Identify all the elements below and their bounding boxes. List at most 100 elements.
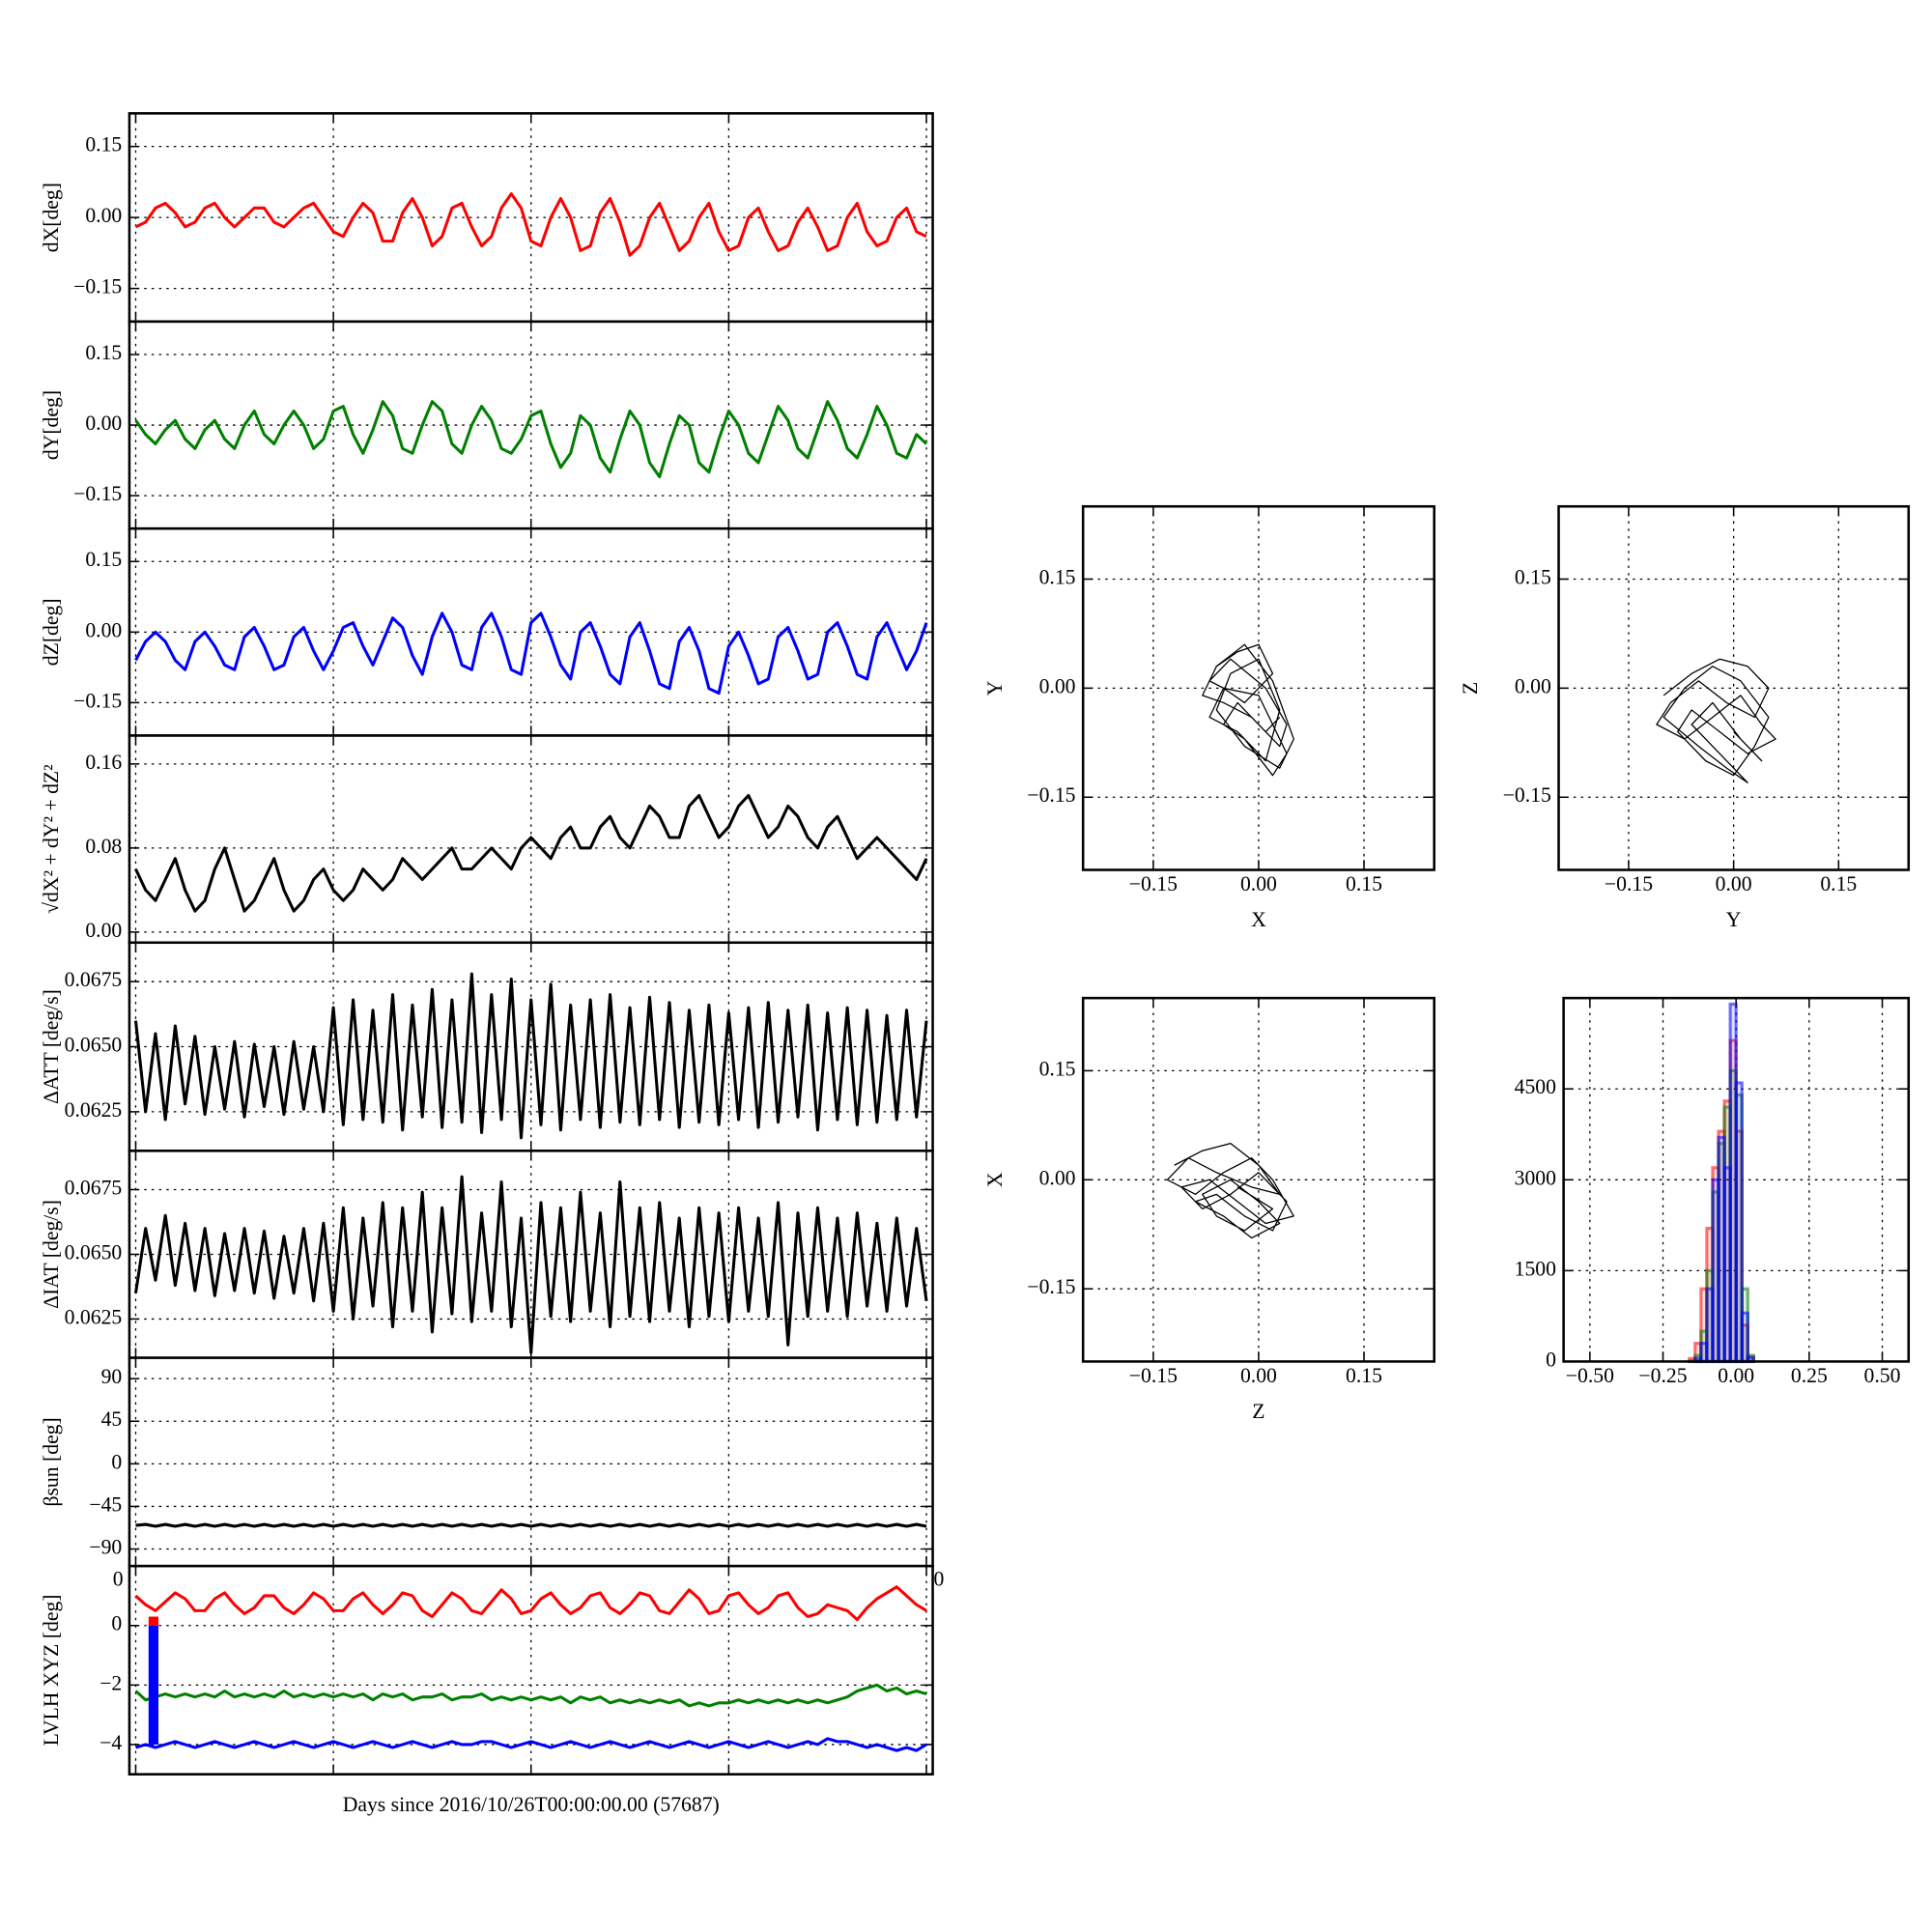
y-tick-label: 0.00 [85, 618, 122, 641]
series-line [1166, 1143, 1294, 1239]
y-tick-label: 0 [1546, 1348, 1556, 1371]
y-tick-label: 0.08 [85, 835, 122, 858]
y-tick-label: −0.15 [73, 482, 122, 505]
y-tick-label: 4500 [1515, 1075, 1557, 1098]
x-tick-label: −0.15 [1129, 872, 1178, 895]
series-line [135, 1522, 927, 1528]
y-tick-label: 0.15 [85, 548, 122, 571]
series-line [133, 972, 928, 1140]
y-axis-label: dX[deg] [40, 183, 63, 252]
x-tick-label: −0.50 [1566, 1364, 1614, 1387]
x-axis-label: Days since 2016/10/26T00:00:00.00 (57687… [343, 1793, 720, 1816]
y-axis-label: βsun [deg] [40, 1417, 63, 1506]
y-tick-label: 0.15 [85, 341, 122, 364]
x-axis-label: Y [1726, 908, 1742, 931]
y-tick-label: −0.15 [73, 275, 122, 298]
y-tick-label: −0.15 [1503, 783, 1551, 807]
series-line [134, 400, 928, 479]
y-tick-label: 3000 [1515, 1166, 1557, 1189]
panel: 0.16 0.08 0.00 √dX² + dY² + dZ² [40, 734, 934, 945]
x-tick-label: 0.15 [1346, 1364, 1382, 1387]
y-axis-label: dZ[deg] [40, 598, 63, 666]
y-tick-label: 0.00 [85, 204, 122, 227]
marker-bar [148, 1625, 158, 1745]
axes-frame [1081, 504, 1435, 871]
x-tick-label: 0.25 [1791, 1364, 1828, 1387]
y-tick-label: 0.15 [1039, 565, 1076, 588]
y-tick-label: 0.00 [85, 412, 122, 435]
y-tick-label: 0.0675 [65, 968, 123, 991]
x-tick-label: −0.25 [1638, 1364, 1687, 1387]
panel: 0 −2 −4 LVLH XYZ [deg] Days since 2016/10/26… [40, 1564, 945, 1816]
panel: −0.15 0.00 0.15 −0.15 0.00 0.15 X Z [983, 996, 1435, 1423]
annotation: 0 [934, 1567, 945, 1590]
panel: 0 1500 3000 4500 −0.50 −0.25 0.00 0.25 0.50 [1515, 996, 1911, 1387]
y-tick-label: 0.15 [1039, 1057, 1076, 1080]
y-axis-label: LVLH XYZ [deg] [40, 1595, 63, 1747]
axes-frame [1557, 504, 1911, 871]
x-tick-label: 0.15 [1820, 872, 1857, 895]
series-line [134, 611, 928, 696]
series-line [134, 1683, 927, 1708]
axes-frame [1562, 996, 1911, 1363]
y-axis-label: √dX² + dY² + dZ² [40, 764, 63, 914]
y-tick-label: 1500 [1515, 1257, 1557, 1280]
panel: 0.15 0.00 −0.15 dZ[deg] [40, 526, 934, 737]
panel: 0.15 0.00 −0.15 dX[deg] [40, 112, 934, 324]
y-axis-label: ΔIAT [deg/s] [40, 1200, 63, 1309]
y-tick-label: −0.15 [73, 689, 122, 712]
y-tick-label: −4 [99, 1731, 122, 1754]
y-tick-label: 45 [101, 1407, 123, 1431]
y-tick-label: −0.15 [1027, 783, 1075, 807]
y-axis-label: ΔATT [deg/s] [40, 989, 63, 1104]
y-tick-label: 0.0675 [65, 1176, 123, 1199]
series-line [1656, 658, 1776, 783]
y-tick-label: 0.0625 [65, 1305, 123, 1328]
y-tick-label: 0.00 [85, 919, 122, 942]
panel: 90 45 0 −45 −90 βsun [deg] [40, 1356, 934, 1568]
y-axis-label: X [983, 1172, 1007, 1187]
y-tick-label: 0.0650 [65, 1240, 123, 1264]
series-line [135, 1737, 927, 1752]
panel: −0.15 0.00 0.15 −0.15 0.00 0.15 Y X [983, 504, 1435, 931]
y-tick-label: 0.15 [1515, 565, 1551, 588]
y-tick-label: −90 [89, 1536, 122, 1559]
y-axis-label: dY[deg] [40, 390, 63, 460]
series-line [134, 192, 927, 257]
y-tick-label: 0.16 [85, 751, 122, 774]
x-tick-label: 0.15 [1346, 872, 1382, 895]
series-line [134, 793, 928, 913]
axes-frame [1081, 996, 1435, 1363]
y-tick-label: 0.0625 [65, 1098, 123, 1122]
annotation: 0 [113, 1567, 124, 1590]
x-axis-label: Z [1252, 1400, 1264, 1423]
y-tick-label: 0 [111, 1612, 122, 1635]
histogram-bin [1740, 1311, 1749, 1364]
series-line [133, 1175, 928, 1354]
y-tick-label: −45 [89, 1492, 122, 1516]
x-tick-label: −0.15 [1605, 872, 1653, 895]
x-axis-label: X [1251, 908, 1266, 931]
y-tick-label: 0.00 [1515, 674, 1551, 697]
series-line [1202, 643, 1294, 777]
y-tick-label: 0.00 [1039, 1166, 1076, 1189]
series-line [134, 1585, 927, 1622]
y-tick-label: 0.00 [1039, 674, 1076, 697]
x-tick-label: −0.15 [1129, 1364, 1178, 1387]
panel: 0.15 0.00 −0.15 dY[deg] [40, 320, 934, 530]
y-tick-label: −2 [99, 1671, 122, 1694]
y-tick-label: −0.15 [1027, 1275, 1075, 1298]
y-axis-label: Y [983, 680, 1007, 696]
x-tick-label: 0.00 [1240, 872, 1277, 895]
y-tick-label: 0 [111, 1450, 122, 1473]
y-axis-label: Z [1459, 682, 1482, 695]
x-tick-label: 0.00 [1240, 1364, 1277, 1387]
y-tick-label: 0.15 [85, 133, 122, 156]
marker-bar [148, 1616, 158, 1626]
y-tick-label: 0.0650 [65, 1034, 123, 1057]
panel: −0.15 0.00 0.15 −0.15 0.00 0.15 Z Y [1459, 504, 1911, 931]
